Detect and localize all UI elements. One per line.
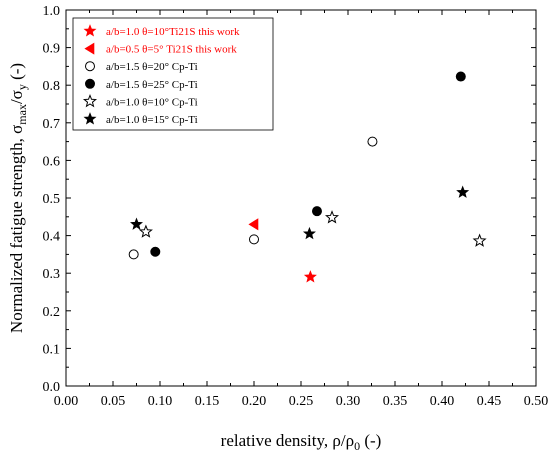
legend: a/b=1.0 θ=10°Ti21S this work a/b=0.5 θ=5°… xyxy=(72,17,274,131)
data-point-series-4-2 xyxy=(472,233,487,247)
x-tick-label: 0.00 xyxy=(54,394,79,409)
data-point-series-1-0 xyxy=(248,218,259,231)
x-tick-label: 0.25 xyxy=(289,394,314,409)
legend-label-5: a/b=1.0 θ=15° Cp-Ti xyxy=(106,114,198,126)
legend-label-2: a/b=1.5 θ=20° Cp-Ti xyxy=(106,61,198,73)
data-point-series-2-1 xyxy=(249,234,259,245)
y-tick-label: 0.3 xyxy=(43,267,61,282)
data-point-series-3-2 xyxy=(455,71,466,82)
x-tick-label: 0.30 xyxy=(336,394,361,409)
data-point-series-4-1 xyxy=(325,210,340,224)
legend-marker-0 xyxy=(83,24,97,37)
legend-marker-4 xyxy=(82,94,98,108)
y-tick-label: 0.1 xyxy=(43,342,61,357)
legend-label-1: a/b=0.5 θ=5° Ti21S this work xyxy=(106,44,237,56)
x-tick-label: 0.50 xyxy=(524,394,549,409)
data-point-series-3-0 xyxy=(150,246,161,257)
legend-label-4: a/b=1.0 θ=10° Cp-Ti xyxy=(106,96,198,108)
y-tick-label: 0.5 xyxy=(43,192,61,207)
x-tick-label: 0.40 xyxy=(430,394,455,409)
legend-marker-5 xyxy=(83,112,97,125)
y-tick-label: 0.8 xyxy=(43,79,61,94)
legend-marker-1 xyxy=(84,42,95,55)
y-tick-label: 0.2 xyxy=(43,305,61,320)
data-point-series-4-0 xyxy=(138,224,153,238)
data-point-series-2-0 xyxy=(128,249,139,260)
x-tick-label: 0.20 xyxy=(242,394,267,409)
y-tick-label: 1.0 xyxy=(43,4,61,19)
data-point-series-5-2 xyxy=(456,185,470,198)
legend-marker-3 xyxy=(85,78,95,89)
x-tick-label: 0.45 xyxy=(477,394,502,409)
x-tick-label: 0.10 xyxy=(148,394,173,409)
y-tick-label: 0.9 xyxy=(43,42,61,57)
legend-box xyxy=(72,17,274,131)
y-axis-ticks: 0.0 0.1 0.2 0.3 0.4 0.5 0.6 0.7 0.8 0.9 1.0 xyxy=(43,4,536,395)
x-axis-label: relative density, ρ/ρ0 (-) xyxy=(221,431,382,453)
data-point-series-5-1 xyxy=(302,226,316,240)
data-point-series-3-1 xyxy=(311,206,322,217)
legend-label-0: a/b=1.0 θ=10°Ti21S this work xyxy=(106,26,240,38)
data-point-series-2-2 xyxy=(367,136,378,147)
y-tick-label: 0.6 xyxy=(43,154,61,169)
x-tick-label: 0.35 xyxy=(383,394,408,409)
x-tick-label: 0.05 xyxy=(101,394,126,409)
x-axis-ticks: 0.00 0.05 0.10 0.15 0.20 0.25 0.30 0.35 0.40 0.45… xyxy=(54,10,549,409)
legend-label-3: a/b=1.5 θ=25° Cp-Ti xyxy=(106,79,198,91)
y-tick-label: 0.7 xyxy=(43,117,61,132)
y-tick-label: 0.0 xyxy=(43,380,61,395)
data-point-series-0-0 xyxy=(303,270,317,283)
data-points xyxy=(128,71,487,283)
data-point-series-5-0 xyxy=(130,217,143,230)
legend-marker-2 xyxy=(85,61,95,72)
y-axis-label: Normalized fatigue strength, σmax/σy (-) xyxy=(7,63,29,333)
x-tick-label: 0.15 xyxy=(195,394,220,409)
y-tick-label: 0.4 xyxy=(43,230,61,245)
